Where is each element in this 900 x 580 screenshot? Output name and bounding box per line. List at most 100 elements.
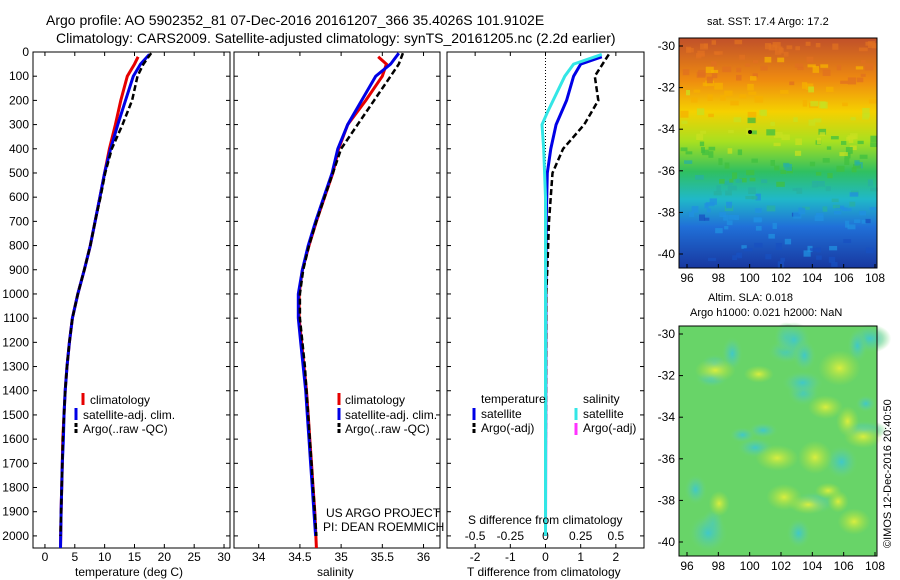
sst-texture — [680, 40, 878, 269]
sst-pixel — [792, 188, 798, 192]
sst-pixel — [699, 141, 705, 147]
depth-tick-label: 200 — [9, 93, 29, 107]
sst-pixel — [840, 140, 847, 145]
depth-axis: 0 100 200 300 400 500 600 700 800 900 1000 1100 1200… — [2, 45, 644, 543]
depth-tick-label: 800 — [9, 239, 29, 253]
sst-pixel — [812, 66, 820, 73]
sst-pixel — [718, 158, 723, 166]
sst-pixel — [833, 211, 842, 215]
sst-pixel — [760, 65, 768, 71]
x-tick-label: 10 — [98, 550, 112, 564]
map-y-tick-label: -36 — [658, 164, 676, 178]
x-tick-label: 25 — [188, 550, 202, 564]
sst-pixel — [805, 41, 811, 46]
sst-pixel — [722, 66, 732, 73]
sst-pixel — [713, 190, 722, 196]
sst-map-frame — [678, 37, 878, 269]
sst-pixel — [842, 102, 848, 107]
sst-pixel — [830, 136, 839, 140]
sst-pixel — [801, 82, 808, 89]
map-y-tick-label: -40 — [658, 535, 676, 549]
x2-tick-label: -0.5 — [465, 529, 486, 543]
sst-pixel — [732, 255, 738, 261]
sst-pixel — [724, 226, 729, 230]
x-tick-label: 36 — [417, 550, 431, 564]
sst-pixel — [868, 99, 877, 104]
sst-pixel — [739, 94, 747, 99]
sst-pixel — [776, 181, 785, 187]
sst-pixel — [730, 100, 739, 106]
sst-pixel — [770, 121, 775, 126]
sst-pixel — [825, 186, 831, 192]
sst-pixel — [745, 63, 751, 67]
legend-temperature-title: temperature — [481, 392, 546, 406]
series-line — [296, 52, 400, 537]
map-y-tick-label: -30 — [658, 39, 676, 53]
x-tick-label: 15 — [128, 550, 142, 564]
sst-pixel — [716, 185, 721, 192]
map-y-tick-label: -36 — [658, 452, 676, 466]
sst-pixel — [831, 262, 838, 267]
sst-pixel — [819, 101, 826, 109]
sst-pixel — [865, 41, 873, 46]
sla-high — [807, 395, 844, 420]
sst-pixel — [789, 81, 795, 86]
sst-pixel — [766, 129, 776, 136]
sst-pixel — [774, 46, 783, 53]
sst-pixel — [754, 95, 764, 103]
map-x-tick-label: 96 — [680, 559, 694, 573]
sst-pixel — [684, 160, 693, 164]
sst-pixel — [784, 163, 793, 171]
sst-pixel — [699, 214, 706, 221]
sst-pixel — [687, 47, 694, 53]
x-tick-label: 30 — [217, 550, 231, 564]
sst-pixel — [828, 256, 836, 263]
map-x-tick-label: 104 — [802, 559, 822, 573]
sst-pixel — [705, 80, 715, 87]
sst-pixel — [807, 64, 816, 68]
x-tick-label: 0 — [42, 550, 49, 564]
sst-pixel — [808, 86, 815, 93]
map-x-tick-label: 98 — [712, 559, 726, 573]
sst-pixel — [860, 73, 866, 77]
sst-pixel — [682, 69, 690, 76]
sst-pixel — [748, 187, 756, 195]
sst-pixel — [809, 161, 816, 167]
sst-pixel — [853, 164, 861, 169]
map-y-tick-label: -38 — [658, 493, 676, 507]
sst-pixel — [798, 207, 806, 215]
sst-pixel — [693, 89, 701, 93]
sst-pixel — [840, 80, 849, 84]
sst-pixel — [826, 146, 832, 150]
sst-pixel — [729, 178, 734, 183]
series-line — [59, 53, 151, 548]
sla-eddy — [683, 473, 708, 506]
depth-tick-label: 1300 — [2, 360, 29, 374]
legend-climatology: climatology — [90, 393, 150, 407]
sst-pixel — [724, 205, 734, 212]
depth-tick-label: 1800 — [2, 481, 29, 495]
depth-tick-label: 400 — [9, 142, 29, 156]
sst-pixel — [816, 137, 822, 145]
sst-pixel — [723, 214, 729, 221]
sla-high — [837, 508, 871, 535]
sla-eddy — [781, 370, 824, 395]
sst-pixel — [793, 211, 802, 219]
sst-pixel — [818, 128, 827, 135]
sst-pixel — [711, 73, 718, 79]
sla-map-frame — [678, 325, 878, 557]
sst-pixel — [704, 217, 710, 221]
sst-pixel — [809, 248, 818, 252]
sst-pixel — [690, 97, 698, 103]
sst-pixel — [755, 193, 761, 201]
sst-pixel — [862, 108, 870, 114]
sst-pixel — [820, 64, 829, 68]
sst-pixel — [848, 136, 854, 143]
sla-texture — [683, 322, 892, 553]
sst-pixel — [844, 158, 850, 165]
sst-pixel — [710, 69, 719, 73]
sla-high — [708, 490, 730, 517]
sst-pixel — [772, 222, 777, 229]
sst-pixel — [780, 90, 789, 94]
sst-pixel — [727, 185, 737, 191]
